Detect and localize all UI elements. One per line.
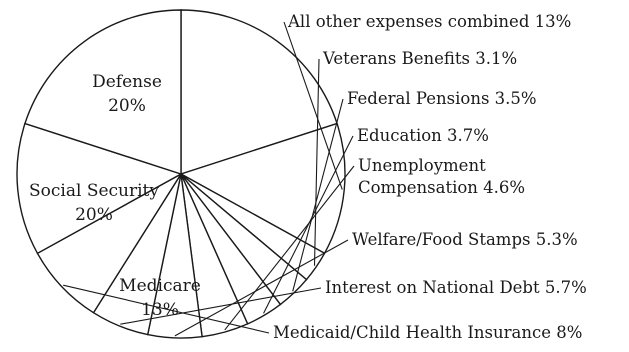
slice-label-unemployment-compensation-line2: Compensation 4.6%: [358, 178, 525, 197]
leader-line-all-other-expenses-combined: [283, 21, 343, 190]
slice-label-federal-pensions: Federal Pensions 3.5%: [347, 89, 537, 108]
slice-label-welfare-food-stamps: Welfare/Food Stamps 5.3%: [352, 230, 578, 249]
slice-label-all-other-expenses-combined: All other expenses combined 13%: [287, 12, 571, 31]
slice-label-education: Education 3.7%: [357, 126, 489, 145]
slice-label-social-security: Social Security: [29, 181, 159, 201]
pie-slice-social-security: [24, 9, 182, 175]
leader-line-federal-pensions: [292, 98, 344, 292]
pie-slice-defense: [180, 9, 338, 175]
leader-line-interest-on-national-debt: [120, 287, 322, 325]
pie-slice-medicare: [16, 122, 183, 255]
leader-line-veterans-benefits: [313, 58, 320, 266]
slice-value-defense: 20%: [108, 96, 146, 116]
slice-label-veterans-benefits: Veterans Benefits 3.1%: [322, 49, 517, 68]
slice-value-social-security: 20%: [75, 205, 113, 225]
slice-value-medicare: 13%: [141, 300, 179, 320]
leader-line-medicaid-child-health-insurance: [63, 284, 270, 334]
slice-label-medicaid-child-health-insurance: Medicaid/Child Health Insurance 8%: [273, 323, 582, 342]
slice-label-medicare: Medicare: [119, 276, 201, 296]
leader-line-welfare-food-stamps: [174, 239, 349, 337]
pie-slice-all-other-expenses-combined: [179, 122, 346, 255]
slice-label-interest-on-national-debt: Interest on National Debt 5.7%: [325, 278, 587, 297]
slice-label-unemployment-compensation: Unemployment: [358, 156, 486, 175]
leader-line-unemployment-compensation: [224, 165, 355, 331]
slice-label-defense: Defense: [92, 72, 162, 92]
